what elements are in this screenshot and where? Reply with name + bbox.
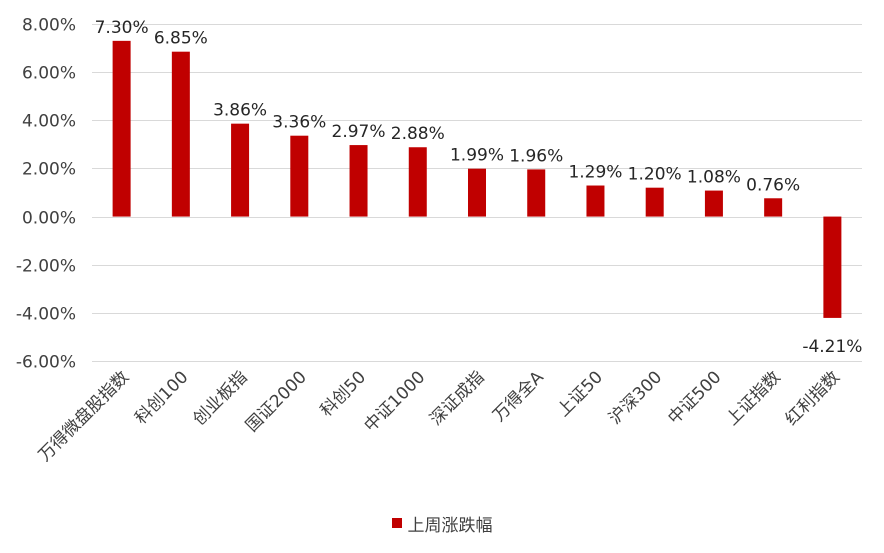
x-tick-label: 中证500 (664, 367, 725, 428)
x-tick-label: 科创100 (131, 367, 192, 428)
data-label: 2.97% (332, 122, 386, 142)
x-tick-label: 科创50 (317, 367, 370, 420)
data-label: 3.36% (272, 113, 326, 133)
data-label: 1.29% (568, 163, 622, 183)
x-tick-label: 万得微盘股指数 (35, 367, 133, 465)
data-label: 6.85% (154, 29, 208, 49)
data-label: 0.76% (746, 175, 800, 195)
x-tick-label: 深证成指 (426, 367, 488, 429)
legend: 上周涨跌幅 (0, 512, 884, 534)
data-label: 2.88% (391, 124, 445, 144)
x-tick-label: 创业板指 (189, 367, 251, 429)
y-tick-label: 4.00% (22, 112, 76, 132)
data-label: 1.99% (450, 146, 504, 166)
x-tick-label: 红利指数 (782, 367, 844, 429)
bar (823, 217, 841, 318)
bar (586, 186, 604, 217)
bar (409, 147, 427, 216)
y-axis-tick-labels: 8.00% 6.00% 4.00% 2.00% 0.00% -2.00% -4.00% -6.… (16, 16, 76, 373)
bar (113, 41, 131, 217)
x-tick-label: 上证50 (554, 367, 607, 420)
y-tick-label: -4.00% (16, 305, 76, 325)
bar (350, 145, 368, 216)
data-label: -4.21% (802, 337, 862, 357)
legend-swatch (392, 518, 402, 528)
data-label: 1.08% (687, 168, 741, 188)
data-label: 7.30% (95, 18, 149, 38)
bar (290, 136, 308, 217)
y-tick-label: -2.00% (16, 257, 76, 277)
data-label: 1.96% (509, 146, 563, 166)
bar (231, 124, 249, 217)
bar-chart: 8.00% 6.00% 4.00% 2.00% 0.00% -2.00% -4.00% -6.… (0, 0, 884, 553)
y-tick-label: 6.00% (22, 64, 76, 84)
y-tick-label: -6.00% (16, 353, 76, 373)
bar (172, 52, 190, 217)
y-tick-label: 2.00% (22, 160, 76, 180)
y-tick-label: 8.00% (22, 16, 76, 36)
x-tick-label: 沪深300 (605, 367, 666, 428)
data-label: 3.86% (213, 101, 267, 121)
x-tick-label: 中证1000 (361, 367, 430, 436)
y-tick-label: 0.00% (22, 209, 76, 229)
bar (646, 188, 664, 217)
data-label: 1.20% (628, 165, 682, 185)
bar (468, 169, 486, 217)
x-tick-label: 国证2000 (242, 367, 311, 436)
bar (705, 191, 723, 217)
legend-label: 上周涨跌幅 (408, 511, 493, 536)
bar (764, 198, 782, 216)
x-tick-label: 万得全A (489, 367, 548, 426)
bar (527, 169, 545, 216)
x-tick-label: 上证指数 (722, 367, 784, 429)
